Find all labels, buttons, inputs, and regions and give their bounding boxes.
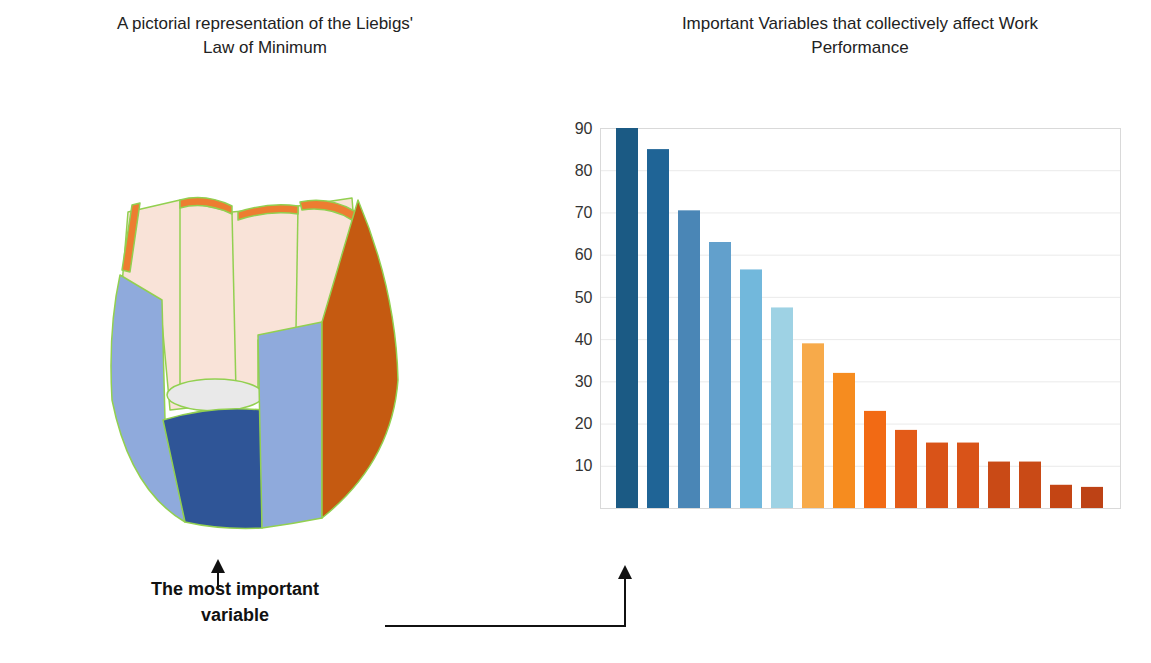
svg-text:80: 80 [575, 162, 593, 179]
svg-text:60: 60 [575, 246, 593, 263]
svg-text:50: 50 [575, 289, 593, 306]
svg-text:40: 40 [575, 331, 593, 348]
html-text:Important Variables that colle: Important Variables that collectively af… [681, 14, 1039, 57]
html-text:The most important variable: The most important variable [151, 579, 319, 625]
svg-text:70: 70 [575, 204, 593, 221]
html-text:A pictorial representation of: A pictorial representation of the Liebig… [116, 14, 414, 57]
svg-text:90: 90 [575, 120, 593, 137]
svg-text:30: 30 [575, 373, 593, 390]
svg-text:10: 10 [575, 457, 593, 474]
svg-text:20: 20 [575, 415, 593, 432]
